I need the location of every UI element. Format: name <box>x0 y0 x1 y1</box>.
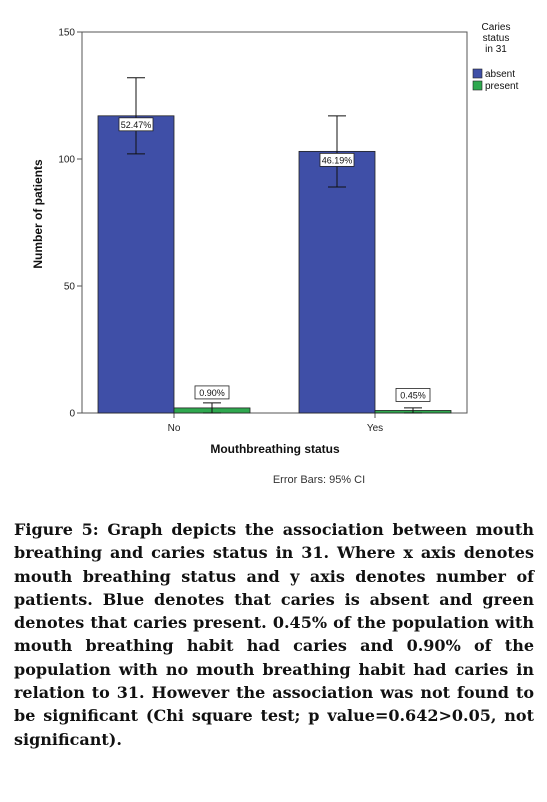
figure-caption: Figure 5: Graph depicts the association … <box>14 520 534 749</box>
x-axis-title: Mouthbreathing status <box>210 442 340 456</box>
data-label: 0.90% <box>199 388 225 398</box>
y-tick-label: 150 <box>58 28 75 39</box>
data-label-box <box>194 385 230 400</box>
data-label-box <box>118 117 154 132</box>
legend-label: absent <box>485 69 515 80</box>
y-tick-label: 50 <box>64 282 76 293</box>
legend-title: Caries <box>482 22 511 33</box>
data-label: 0.45% <box>400 390 426 400</box>
bar-absent <box>298 150 376 414</box>
data-label-box <box>395 388 431 402</box>
legend-title: in 31 <box>485 44 507 55</box>
y-axis: 0 50 100 150 <box>58 28 82 420</box>
bar-absent <box>97 115 175 414</box>
data-label: 46.19% <box>322 155 353 165</box>
bars: 52.47% 46.19% 0.90% 0.45% <box>97 77 452 414</box>
bar-chart: 0 50 100 150 No Yes 52.47% 46.19% 0.90% 0.45% C… <box>31 22 519 486</box>
x-tick-label: Yes <box>367 423 383 434</box>
x-tick-label: No <box>168 423 181 434</box>
y-axis-title: Number of patients <box>31 159 45 269</box>
data-label-box <box>319 152 355 167</box>
legend-label: present <box>485 81 519 92</box>
legend-swatch-present <box>472 80 483 91</box>
y-tick-label: 0 <box>69 409 75 420</box>
x-axis: No Yes <box>168 413 383 434</box>
y-tick-label: 100 <box>58 155 75 166</box>
data-label: 52.47% <box>121 120 152 130</box>
error-bar-note: Error Bars: 95% CI <box>273 474 365 486</box>
legend-swatch-absent <box>472 68 483 79</box>
legend-title: status <box>483 33 510 44</box>
